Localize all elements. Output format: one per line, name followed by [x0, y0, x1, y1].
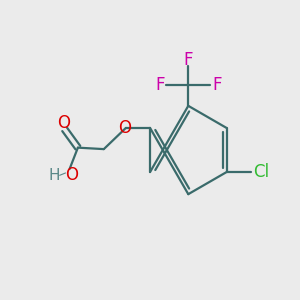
- Text: Cl: Cl: [253, 163, 269, 181]
- Text: O: O: [65, 166, 79, 184]
- Text: F: F: [155, 76, 164, 94]
- Text: F: F: [184, 51, 193, 69]
- Text: O: O: [57, 114, 70, 132]
- Text: H: H: [49, 168, 60, 183]
- Text: O: O: [118, 119, 131, 137]
- Text: F: F: [212, 76, 222, 94]
